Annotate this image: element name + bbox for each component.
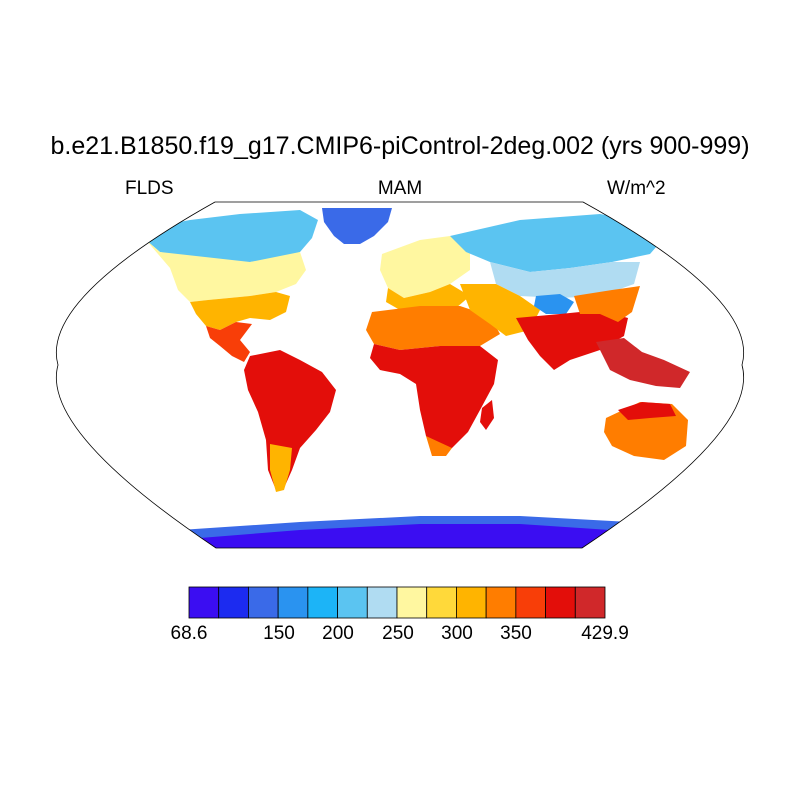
colorbar-swatch — [545, 586, 576, 619]
siberia — [450, 214, 664, 272]
colorbar-max-label: 429.9 — [581, 623, 629, 644]
south-asia — [516, 310, 628, 370]
variable-label: FLDS — [125, 178, 174, 199]
colorbar-swatch — [485, 586, 517, 619]
north-america-warm — [190, 292, 290, 330]
europe — [380, 236, 470, 298]
central-asia — [490, 262, 640, 298]
east-asia — [574, 286, 640, 322]
colorbar-swatch — [218, 586, 249, 619]
antarctica — [190, 524, 620, 548]
colorbar-swatch — [277, 586, 309, 619]
figure-title: b.e21.B1850.f19_g17.CMIP6-piControl-2deg… — [50, 132, 750, 160]
madagascar — [480, 400, 494, 430]
colorbar-swatch — [248, 586, 279, 619]
season-label: MAM — [377, 178, 423, 199]
colorbar-tick-label: 300 — [441, 623, 473, 644]
mediterranean — [386, 284, 470, 310]
africa — [370, 344, 498, 452]
tibet — [534, 294, 574, 314]
colorbar-tick-label: 150 — [263, 623, 295, 644]
africa-south — [426, 436, 452, 456]
colorbar-swatch — [396, 586, 428, 619]
colorbar-swatch — [515, 586, 546, 619]
south-america-south — [270, 444, 292, 492]
colorbar-swatch — [188, 586, 220, 619]
greenland — [322, 208, 392, 244]
north-america-temperate — [146, 240, 306, 302]
africa-north — [366, 306, 500, 350]
colorbar-tick-label: 350 — [500, 623, 532, 644]
colorbar-swatch — [307, 586, 338, 619]
central-america — [206, 322, 252, 362]
colorbar-swatch — [426, 586, 457, 619]
south-america — [244, 350, 336, 490]
colorbar-swatch — [366, 586, 398, 619]
colorbar-swatch — [337, 586, 368, 619]
australia-north — [618, 402, 676, 420]
colorbar-min-label: 68.6 — [170, 623, 208, 644]
north-america-arctic — [146, 210, 318, 262]
colorbar-swatch — [574, 586, 606, 619]
units-label: W/m^2 — [607, 178, 666, 199]
colorbar-tick-label: 250 — [382, 623, 414, 644]
southeast-asia — [596, 338, 690, 388]
colorbar-swatch — [456, 586, 487, 619]
colorbar-tick-label: 200 — [322, 623, 354, 644]
map-field — [56, 202, 744, 548]
